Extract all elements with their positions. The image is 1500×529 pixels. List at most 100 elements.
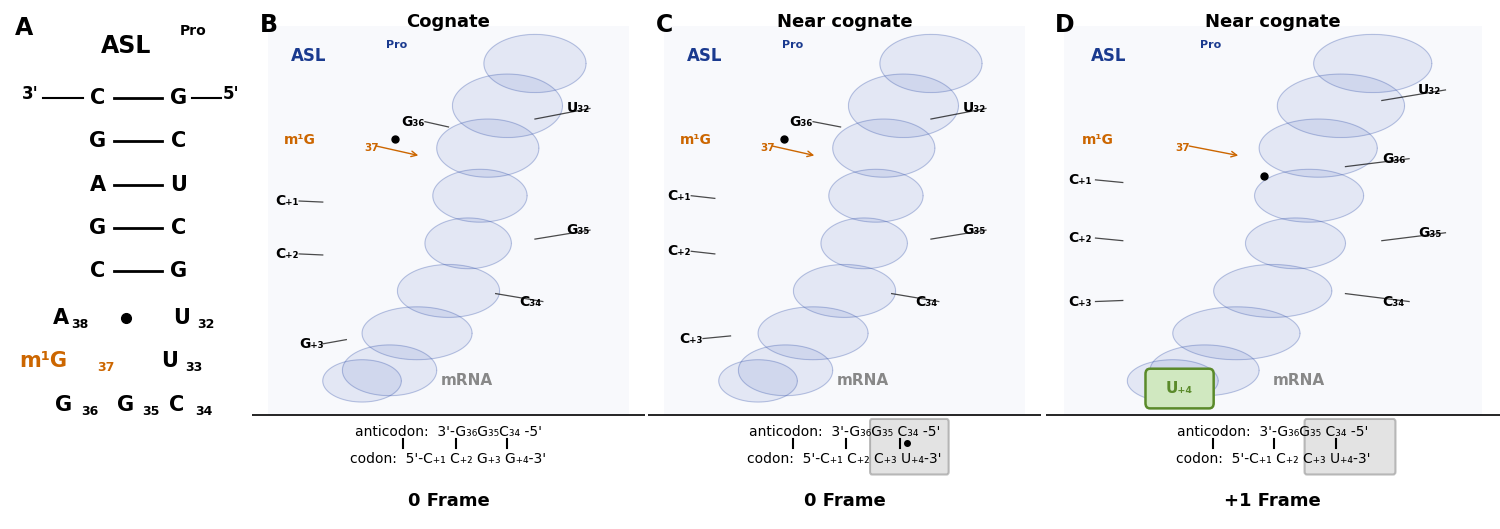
FancyBboxPatch shape xyxy=(1146,369,1214,408)
Polygon shape xyxy=(453,74,562,138)
Text: 37: 37 xyxy=(760,143,774,153)
Text: Pro: Pro xyxy=(386,40,406,50)
Text: U: U xyxy=(162,351,178,371)
FancyBboxPatch shape xyxy=(663,26,1026,415)
Polygon shape xyxy=(1278,74,1404,138)
Polygon shape xyxy=(322,360,402,402)
Polygon shape xyxy=(830,169,922,222)
Text: 0 Frame: 0 Frame xyxy=(408,492,489,510)
Text: 37: 37 xyxy=(1174,143,1190,153)
Text: G: G xyxy=(56,395,72,415)
Text: G₃₆: G₃₆ xyxy=(402,115,424,129)
FancyBboxPatch shape xyxy=(1305,419,1395,475)
FancyBboxPatch shape xyxy=(870,419,948,475)
Text: A: A xyxy=(53,308,69,328)
Text: C₃₄: C₃₄ xyxy=(915,295,938,308)
Text: ASL: ASL xyxy=(100,34,152,58)
Text: 3': 3' xyxy=(21,85,39,103)
Text: C₊₂: C₊₂ xyxy=(668,244,692,258)
Text: C: C xyxy=(656,13,674,37)
Polygon shape xyxy=(821,218,908,269)
Text: G: G xyxy=(88,131,106,151)
Text: Near cognate: Near cognate xyxy=(777,13,912,31)
Polygon shape xyxy=(484,34,586,93)
Polygon shape xyxy=(424,218,512,269)
Polygon shape xyxy=(342,345,436,396)
Text: G: G xyxy=(170,88,186,108)
Polygon shape xyxy=(1214,264,1332,317)
Text: mRNA: mRNA xyxy=(441,373,494,388)
Text: m¹G: m¹G xyxy=(20,351,68,371)
Polygon shape xyxy=(849,74,958,138)
FancyBboxPatch shape xyxy=(1064,26,1482,415)
Text: C: C xyxy=(168,395,184,415)
Text: Pro: Pro xyxy=(1200,40,1221,50)
Text: C₊₁: C₊₁ xyxy=(668,189,692,203)
Polygon shape xyxy=(1314,34,1432,93)
Text: m¹G: m¹G xyxy=(1082,133,1113,147)
Text: m¹G: m¹G xyxy=(680,133,711,147)
Text: A: A xyxy=(15,16,33,40)
Text: C₊₁: C₊₁ xyxy=(276,194,298,208)
Polygon shape xyxy=(1173,307,1300,360)
Text: 34: 34 xyxy=(195,405,211,417)
Text: G₃₆: G₃₆ xyxy=(1382,152,1406,166)
Text: 36: 36 xyxy=(81,405,98,417)
Polygon shape xyxy=(1150,345,1258,396)
Text: codon:  5'-C₊₁ C₊₂ C₊₃ U₊₄-3': codon: 5'-C₊₁ C₊₂ C₊₃ U₊₄-3' xyxy=(1176,452,1370,466)
Text: A: A xyxy=(90,175,105,195)
Text: U₊₄: U₊₄ xyxy=(1166,381,1192,396)
Polygon shape xyxy=(398,264,500,317)
Polygon shape xyxy=(758,307,868,360)
Text: G: G xyxy=(117,395,134,415)
Polygon shape xyxy=(1245,218,1346,269)
Text: C₊₁: C₊₁ xyxy=(1068,173,1092,187)
Polygon shape xyxy=(433,169,526,222)
Polygon shape xyxy=(436,119,538,177)
Text: U₃₂: U₃₂ xyxy=(1418,83,1442,97)
Polygon shape xyxy=(794,264,895,317)
Text: anticodon:  3'-G₃₆G₃₅ C₃₄ -5': anticodon: 3'-G₃₆G₃₅ C₃₄ -5' xyxy=(1178,425,1368,439)
Text: G₊₃: G₊₃ xyxy=(298,337,324,351)
Text: U₃₂: U₃₂ xyxy=(963,102,986,115)
Text: C₃₄: C₃₄ xyxy=(1382,295,1404,308)
Text: ASL: ASL xyxy=(1090,47,1126,65)
Text: 38: 38 xyxy=(72,318,88,331)
Text: C₊₂: C₊₂ xyxy=(1068,231,1092,245)
Text: D: D xyxy=(1054,13,1074,37)
Polygon shape xyxy=(880,34,983,93)
Polygon shape xyxy=(738,345,833,396)
Text: Near cognate: Near cognate xyxy=(1204,13,1341,31)
Text: Pro: Pro xyxy=(782,40,802,50)
Polygon shape xyxy=(362,307,472,360)
Text: 37: 37 xyxy=(364,143,378,153)
Text: +1 Frame: +1 Frame xyxy=(1224,492,1322,510)
Text: C₊₃: C₊₃ xyxy=(1068,295,1092,308)
Text: codon:  5'-C₊₁ C₊₂ C₊₃ U₊₄-3': codon: 5'-C₊₁ C₊₂ C₊₃ U₊₄-3' xyxy=(747,452,942,466)
Text: C: C xyxy=(171,218,186,238)
Text: 35: 35 xyxy=(142,405,160,417)
Polygon shape xyxy=(1128,360,1218,402)
Text: Cognate: Cognate xyxy=(406,13,490,31)
Text: codon:  5'-C₊₁ C₊₂ G₊₃ G₊₄-3': codon: 5'-C₊₁ C₊₂ G₊₃ G₊₄-3' xyxy=(351,452,546,466)
Text: m¹G: m¹G xyxy=(284,133,315,147)
Text: Pro: Pro xyxy=(180,24,206,38)
Text: G: G xyxy=(88,218,106,238)
Text: G₃₆: G₃₆ xyxy=(789,115,813,129)
Text: C: C xyxy=(171,131,186,151)
Text: 37: 37 xyxy=(98,361,116,374)
Polygon shape xyxy=(1258,119,1377,177)
Text: G₃₅: G₃₅ xyxy=(963,223,986,237)
Text: mRNA: mRNA xyxy=(837,373,890,388)
Text: ASL: ASL xyxy=(687,47,723,65)
Text: B: B xyxy=(260,13,278,37)
Text: U: U xyxy=(170,175,186,195)
Text: G₃₅: G₃₅ xyxy=(567,223,590,237)
Polygon shape xyxy=(718,360,798,402)
Text: C: C xyxy=(90,88,105,108)
Text: C: C xyxy=(90,261,105,281)
Polygon shape xyxy=(1254,169,1364,222)
Polygon shape xyxy=(833,119,934,177)
Text: 5': 5' xyxy=(224,85,240,103)
Text: C₊₃: C₊₃ xyxy=(680,332,703,345)
